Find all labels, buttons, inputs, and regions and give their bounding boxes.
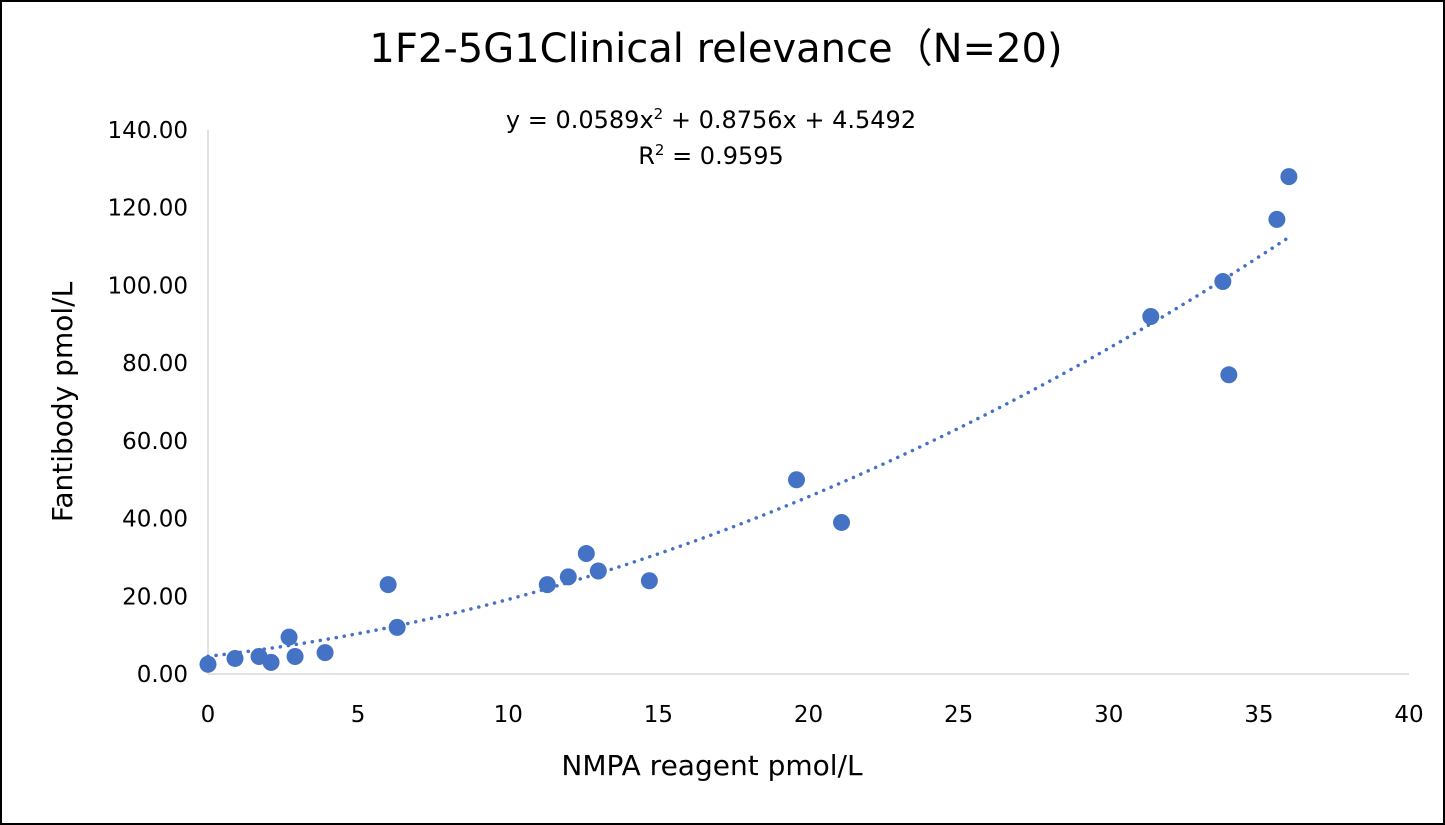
y-tick-label: 100.00 xyxy=(108,273,188,299)
data-point xyxy=(589,562,607,580)
x-tick-label: 25 xyxy=(944,702,973,728)
y-tick-label: 20.00 xyxy=(122,584,188,610)
y-tick-label: 60.00 xyxy=(122,429,188,455)
data-point xyxy=(280,628,298,646)
data-point xyxy=(1214,273,1232,291)
data-point xyxy=(1280,168,1298,186)
data-point xyxy=(262,653,280,671)
data-point xyxy=(559,568,577,586)
x-tick-label: 15 xyxy=(644,702,673,728)
x-axis-ticks: 0 5 10 15 20 25 30 35 40 xyxy=(201,702,1424,728)
data-point xyxy=(286,648,304,666)
x-axis-title: NMPA reagent pmol/L xyxy=(561,749,863,782)
x-tick-label: 5 xyxy=(351,702,366,728)
data-point xyxy=(577,545,595,563)
x-tick-label: 35 xyxy=(1244,702,1273,728)
chart-title: 1F2-5G1Clinical relevance（N=20) xyxy=(369,26,1062,72)
data-point xyxy=(388,618,406,636)
data-point xyxy=(640,572,658,590)
axes xyxy=(207,130,1409,675)
trendline xyxy=(206,235,1291,659)
data-points xyxy=(199,168,1298,673)
equation-prefix: y = 0.0589x xyxy=(506,106,654,134)
y-axis-title: Fantibody pmol/L xyxy=(46,281,79,522)
y-axis-ticks: 0.00 20.00 40.00 60.00 80.00 100.00 120.00 140.… xyxy=(108,118,188,688)
y-tick-label: 80.00 xyxy=(122,351,188,377)
data-point xyxy=(226,649,244,667)
trendline-equation: y = 0.0589x2 + 0.8756x + 4.5492 xyxy=(506,105,916,134)
data-point xyxy=(538,576,556,594)
r-squared-exponent: 2 xyxy=(655,141,665,159)
x-tick-label: 0 xyxy=(201,702,216,728)
r-squared-label: R2 = 0.9595 xyxy=(638,141,784,170)
data-point xyxy=(379,576,397,594)
data-point xyxy=(1142,308,1160,326)
x-tick-label: 30 xyxy=(1094,702,1123,728)
y-tick-label: 40.00 xyxy=(122,507,188,533)
equation-exponent: 2 xyxy=(654,105,664,123)
data-point xyxy=(316,644,334,662)
data-point xyxy=(1220,366,1238,384)
x-tick-label: 20 xyxy=(794,702,823,728)
data-point xyxy=(199,655,217,673)
r-squared-prefix: R xyxy=(638,142,655,170)
y-tick-label: 120.00 xyxy=(108,196,188,222)
equation-suffix: + 0.8756x + 4.5492 xyxy=(663,106,916,134)
y-tick-label: 0.00 xyxy=(137,662,188,688)
data-point xyxy=(787,471,805,489)
x-tick-label: 10 xyxy=(494,702,523,728)
x-tick-label: 40 xyxy=(1394,702,1423,728)
data-point xyxy=(1268,210,1286,228)
r-squared-suffix: = 0.9595 xyxy=(664,142,783,170)
y-tick-label: 140.00 xyxy=(108,118,188,144)
data-point xyxy=(833,513,851,531)
trendline-layer xyxy=(206,235,1291,659)
